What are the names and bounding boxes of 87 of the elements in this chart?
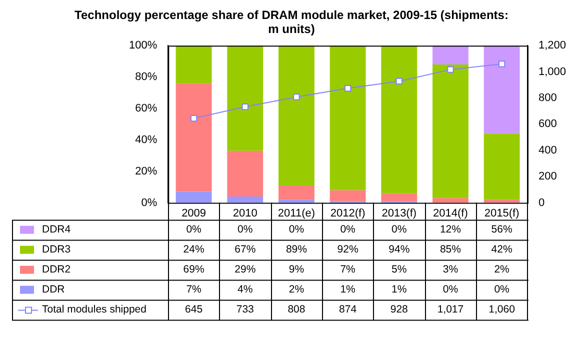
point: [396, 78, 402, 85]
x-tick-label: 2012(f): [330, 207, 366, 220]
data-label: 12%: [440, 224, 461, 236]
legend-label: Total modules shipped: [42, 304, 147, 316]
data-label: 89%: [286, 244, 307, 256]
bar: [381, 193, 418, 202]
bar: [278, 186, 314, 200]
data-label: 0%: [392, 224, 407, 236]
point: [242, 103, 248, 110]
data-label: 42%: [491, 244, 512, 256]
data-label: 1%: [340, 284, 356, 296]
x-tick-label: 2009: [182, 207, 206, 220]
bar: [432, 198, 468, 203]
data-label: 56%: [491, 224, 512, 236]
bar: [278, 200, 314, 203]
data-label: 1%: [392, 284, 407, 296]
y-tick-label: 100%: [128, 40, 158, 52]
data-label: 874: [339, 304, 357, 316]
bar: [432, 64, 468, 198]
y2-tick-label: 800: [538, 92, 557, 104]
data-label: 0%: [494, 284, 510, 296]
data-label: 645: [185, 304, 203, 316]
y2-tick-label: 1,200: [538, 40, 566, 52]
bar: [227, 196, 264, 203]
y2-tick-label: 400: [538, 144, 557, 156]
point: [190, 114, 198, 122]
data-label: 733: [236, 304, 254, 316]
y-tick-label: 80%: [135, 71, 158, 84]
point: [498, 60, 506, 68]
x-tick-label: 2014(f): [433, 207, 468, 220]
bar: [176, 192, 212, 203]
point: [344, 84, 352, 92]
legend-label: DDR2: [42, 264, 71, 276]
bar: [330, 190, 366, 202]
data-label: 0%: [238, 224, 253, 236]
data-label: 5%: [392, 264, 407, 276]
bar: [381, 46, 418, 194]
bar: [432, 46, 468, 64]
y2-tick-label: 0: [538, 196, 545, 209]
bar: [484, 200, 520, 203]
legend-label: DDR: [42, 284, 66, 296]
y2-tick-label: 200: [538, 170, 557, 183]
data-label: 2%: [494, 264, 510, 276]
data-label: 0%: [186, 224, 202, 236]
data-label: 29%: [234, 264, 256, 276]
point: [447, 66, 454, 73]
point: [293, 94, 300, 100]
bar: [484, 134, 520, 200]
legend-label: DDR4: [42, 224, 71, 236]
data-label: 1,017: [437, 304, 464, 316]
bar: [227, 46, 264, 151]
x-tick-label: 2015(f): [484, 207, 520, 220]
bar: [176, 83, 212, 192]
x-tick-label: 2011(e): [278, 207, 316, 220]
y-tick-label: 0%: [141, 196, 158, 209]
y2-tick-label: 1,000: [538, 66, 566, 78]
data-label: 4%: [238, 284, 253, 296]
data-label: 928: [390, 304, 408, 316]
y2-tick-label: 600: [538, 118, 557, 130]
y-tick-label: 60%: [135, 102, 158, 115]
data-label: 1,060: [488, 304, 516, 316]
y-tick-label: 40%: [135, 134, 158, 146]
data-label: 7%: [340, 264, 356, 276]
data-label: 7%: [186, 284, 202, 296]
x-tick-label: 2013(f): [382, 207, 417, 220]
data-label: 85%: [440, 244, 461, 256]
legend-label: DDR3: [42, 244, 71, 256]
bar: [176, 46, 212, 84]
data-label: 0%: [340, 224, 356, 236]
bar: [330, 46, 366, 190]
data-label: 0%: [288, 224, 304, 236]
data-label: 2%: [288, 284, 304, 296]
chart-title: Technology percentage share of DRAM module market, 2009-15 (shipments: m units): [74, 8, 510, 36]
data-label: 808: [288, 304, 306, 316]
bar: [484, 46, 520, 134]
bar: [278, 46, 314, 186]
data-label: 69%: [183, 264, 204, 276]
data-label: 3%: [442, 264, 458, 276]
data-label: 24%: [183, 244, 204, 256]
bar: [227, 150, 264, 197]
y-tick-label: 20%: [135, 165, 158, 178]
data-label: 94%: [388, 244, 410, 256]
data-label: 67%: [234, 244, 256, 256]
data-label: 9%: [288, 264, 304, 276]
x-tick-label: 2010: [232, 207, 258, 220]
data-label: 0%: [442, 284, 458, 296]
data-label: 92%: [337, 244, 358, 256]
